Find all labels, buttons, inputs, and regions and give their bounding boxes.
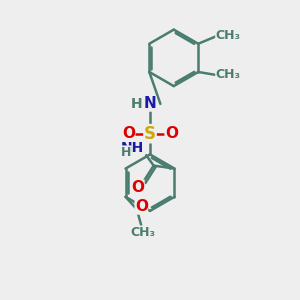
Text: O: O (131, 180, 144, 195)
Text: H: H (121, 146, 131, 159)
Text: O: O (135, 200, 148, 214)
Text: CH₃: CH₃ (215, 68, 241, 81)
Text: S: S (144, 125, 156, 143)
Text: O: O (122, 126, 135, 141)
Text: NH: NH (121, 141, 145, 155)
Text: CH₃: CH₃ (130, 226, 155, 239)
Text: H: H (131, 97, 142, 111)
Text: N: N (144, 96, 156, 111)
Text: CH₃: CH₃ (215, 29, 241, 42)
Text: O: O (165, 126, 178, 141)
